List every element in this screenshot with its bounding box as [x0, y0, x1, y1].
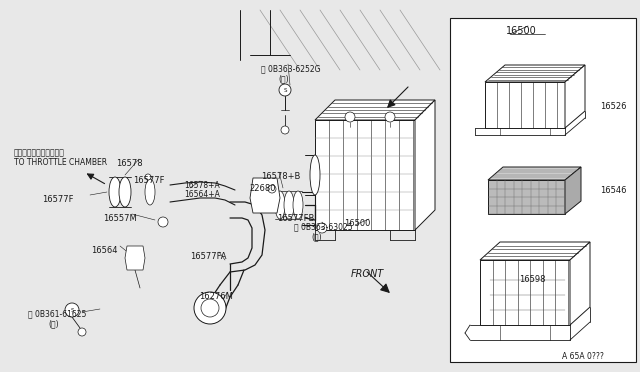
- Text: TO THROTTLE CHAMBER: TO THROTTLE CHAMBER: [14, 158, 107, 167]
- Polygon shape: [565, 167, 581, 214]
- Circle shape: [385, 112, 395, 122]
- Text: Ⓢ 0B363-6252G: Ⓢ 0B363-6252G: [261, 64, 321, 73]
- Text: 16577FB: 16577FB: [277, 214, 314, 223]
- Text: スロットルチャンバーヘ: スロットルチャンバーヘ: [14, 148, 65, 157]
- Polygon shape: [565, 65, 585, 128]
- Text: 22680: 22680: [249, 184, 275, 193]
- Polygon shape: [125, 246, 145, 270]
- Text: 16564+A: 16564+A: [184, 190, 220, 199]
- Text: 16578: 16578: [116, 159, 143, 168]
- Circle shape: [158, 217, 168, 227]
- Text: S: S: [70, 308, 74, 312]
- Text: FRONT: FRONT: [351, 269, 384, 279]
- Text: 16577F: 16577F: [133, 176, 164, 185]
- Text: 16598: 16598: [519, 275, 545, 284]
- Text: (１): (１): [48, 319, 59, 328]
- Text: 16276M: 16276M: [199, 292, 233, 301]
- Text: 16557M: 16557M: [103, 214, 137, 223]
- Polygon shape: [570, 242, 590, 325]
- Text: 16500: 16500: [344, 219, 371, 228]
- Ellipse shape: [310, 155, 320, 195]
- Text: 16577F: 16577F: [42, 195, 74, 204]
- Text: 16564: 16564: [91, 246, 118, 255]
- Polygon shape: [315, 120, 415, 230]
- Ellipse shape: [284, 191, 294, 219]
- Circle shape: [279, 84, 291, 96]
- Text: A 65A 0???: A 65A 0???: [562, 352, 604, 361]
- Circle shape: [345, 112, 355, 122]
- Polygon shape: [315, 100, 435, 120]
- Text: 16578+A: 16578+A: [184, 181, 220, 190]
- Polygon shape: [485, 82, 565, 128]
- Circle shape: [317, 223, 327, 233]
- Text: Ⓢ 0B363-63025: Ⓢ 0B363-63025: [294, 222, 353, 231]
- Text: Ⓢ 0B361-61625: Ⓢ 0B361-61625: [28, 309, 86, 318]
- Circle shape: [268, 185, 276, 193]
- Circle shape: [201, 299, 219, 317]
- Polygon shape: [480, 242, 590, 260]
- Text: 16578+B: 16578+B: [261, 172, 300, 181]
- Bar: [450, 18, 636, 362]
- Text: (４): (４): [311, 232, 322, 241]
- Circle shape: [281, 126, 289, 134]
- Circle shape: [78, 328, 86, 336]
- Polygon shape: [488, 180, 565, 214]
- Ellipse shape: [293, 191, 303, 219]
- Text: 16546: 16546: [600, 186, 627, 195]
- Text: (４): (４): [278, 74, 289, 83]
- Circle shape: [194, 292, 226, 324]
- Ellipse shape: [145, 179, 155, 205]
- Polygon shape: [488, 167, 581, 180]
- Ellipse shape: [119, 177, 131, 207]
- Ellipse shape: [109, 177, 121, 207]
- Circle shape: [145, 174, 151, 180]
- Text: 16577FA: 16577FA: [190, 252, 227, 261]
- Text: S: S: [320, 225, 324, 231]
- Ellipse shape: [275, 191, 285, 219]
- Polygon shape: [480, 260, 570, 325]
- Text: 16500: 16500: [506, 26, 537, 36]
- Polygon shape: [485, 65, 585, 82]
- Polygon shape: [250, 178, 280, 213]
- Circle shape: [65, 303, 79, 317]
- Polygon shape: [415, 100, 435, 230]
- Text: S: S: [284, 87, 287, 93]
- Text: 16526: 16526: [600, 102, 627, 111]
